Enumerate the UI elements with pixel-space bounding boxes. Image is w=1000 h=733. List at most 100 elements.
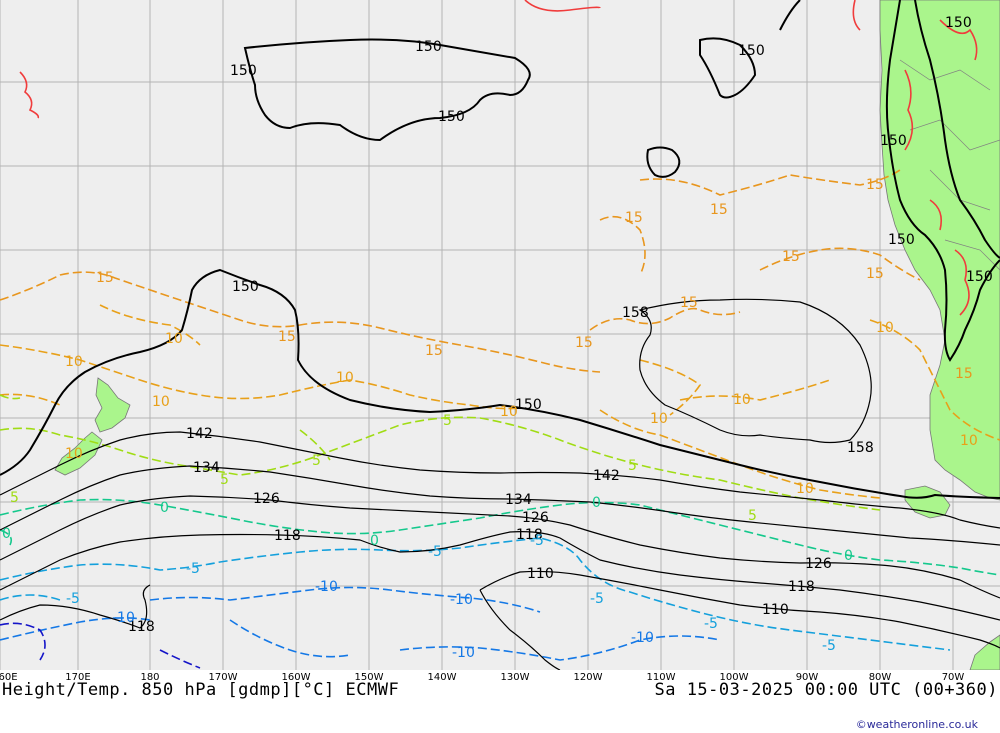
temp-label: 15 [866, 177, 884, 193]
temp-label: 10 [336, 370, 354, 386]
map-title: Height/Temp. 850 hPa [gdmp][°C] ECMWF [2, 680, 400, 700]
temp-label: -5 [428, 544, 442, 560]
temp-label: -10 [631, 630, 654, 646]
height-label: 158 [622, 305, 649, 321]
longitude-label: 100W [719, 672, 749, 683]
temp-label: -10 [315, 579, 338, 595]
temp-label: -5 [704, 616, 718, 632]
temp-label: 10 [796, 481, 814, 497]
temp-label: 15 [575, 335, 593, 351]
temp-label: 5 [220, 472, 229, 488]
temp-label: 10 [65, 446, 83, 462]
temp-labels-minus10: -10 -10 -10 -10 -10 [112, 579, 654, 661]
longitude-label: 150W [354, 672, 384, 683]
height-label: 118 [274, 528, 301, 544]
temp-label: 0 [370, 533, 379, 549]
temp-label: 10 [876, 320, 894, 336]
height-label: 118 [788, 579, 815, 595]
height-contours [0, 0, 1000, 670]
temp-labels-0: 0 0 0 0 0 [2, 495, 853, 564]
temp-contours-15 [0, 169, 921, 373]
height-label: 134 [505, 492, 532, 508]
temp-contours-minus15 [0, 622, 201, 669]
height-label: 150 [966, 269, 993, 285]
longitude-label: 170W [208, 672, 238, 683]
height-label: 126 [522, 510, 549, 526]
temp-label: 5 [10, 490, 19, 506]
height-label: 150 [945, 15, 972, 31]
longitude-label: 60E [0, 672, 18, 683]
temp-label: 10 [65, 354, 83, 370]
height-label: 126 [805, 556, 832, 572]
temp-label: -10 [452, 645, 475, 661]
height-label: 150 [738, 43, 765, 59]
longitude-label: 90W [795, 672, 819, 683]
temp-labels-5: 5 5 5 5 5 5 [10, 413, 757, 524]
temp-label: 5 [748, 508, 757, 524]
temp-label: 15 [680, 295, 698, 311]
height-label: 150 [438, 109, 465, 125]
height-label: 126 [253, 491, 280, 507]
temp-label: -10 [112, 610, 135, 626]
height-label: 150 [515, 397, 542, 413]
land-antarctic-peninsula [969, 634, 1000, 670]
temp-label: -5 [66, 591, 80, 607]
temp-label: 10 [650, 411, 668, 427]
temp-label: 10 [500, 404, 518, 420]
temp-label: 15 [625, 210, 643, 226]
longitude-label: 110W [646, 672, 676, 683]
caption-bar [0, 670, 1000, 733]
ocean-background [0, 0, 1000, 670]
height-label: 150 [888, 232, 915, 248]
temp-label: 15 [866, 266, 884, 282]
height-label: 110 [527, 566, 554, 582]
temp-label: -5 [530, 533, 544, 549]
temp-labels-15: 15 15 15 15 15 15 15 15 15 15 15 [96, 177, 973, 382]
height-label: 134 [193, 460, 220, 476]
temp-label: 15 [710, 202, 728, 218]
height-label: 150 [232, 279, 259, 295]
temp-label: 0 [592, 495, 601, 511]
height-label: 150 [230, 63, 257, 79]
longitude-label: 180 [140, 672, 160, 683]
temp-label: 5 [628, 458, 637, 474]
height-labels: 150 150 150 150 150 150 150 150 150 150 … [128, 15, 993, 635]
temp-label: 10 [733, 392, 751, 408]
temp-contours-minus10 [0, 586, 721, 661]
height-label: 142 [186, 426, 213, 442]
temp-label: 0 [160, 500, 169, 516]
temp-label: -5 [822, 638, 836, 654]
temp-label: 5 [312, 453, 321, 469]
temp-label: 10 [960, 433, 978, 449]
height-label: 118 [516, 527, 543, 543]
longitude-label: 80W [868, 672, 892, 683]
height-label: 118 [128, 619, 155, 635]
longitude-label: 160W [281, 672, 311, 683]
temp-contours-5 [0, 394, 881, 511]
temp-label: 15 [96, 270, 114, 286]
temp-label: 10 [152, 394, 170, 410]
temp-label: 15 [955, 366, 973, 382]
longitude-label: 70W [941, 672, 965, 683]
temp-label: -5 [186, 561, 200, 577]
longitude-label: 170E [65, 672, 91, 683]
height-label: 158 [847, 440, 874, 456]
temp-label: 0 [2, 526, 11, 542]
height-label: 142 [593, 468, 620, 484]
longitude-label: 140W [427, 672, 457, 683]
height-label: 110 [762, 602, 789, 618]
height-label: 150 [880, 133, 907, 149]
temp-contours-0 [0, 498, 1000, 576]
temp-label: -10 [450, 592, 473, 608]
credit-link[interactable]: ©weatheronline.co.uk [855, 718, 978, 731]
temp-contours-minus5 [0, 537, 951, 651]
temp-label: -5 [590, 591, 604, 607]
map-valid-time: Sa 15-03-2025 00:00 UTC (00+360) [654, 680, 998, 700]
temp-label: 15 [425, 343, 443, 359]
temp-labels-10: 10 10 10 10 10 10 10 10 10 10 10 [65, 320, 978, 497]
temp-label: 5 [443, 413, 452, 429]
temp-label: 10 [165, 331, 183, 347]
temp-labels-minus5: -5 -5 -5 -5 -5 -5 -5 [66, 533, 836, 654]
temp-label: 15 [278, 329, 296, 345]
temp-label: 0 [844, 548, 853, 564]
